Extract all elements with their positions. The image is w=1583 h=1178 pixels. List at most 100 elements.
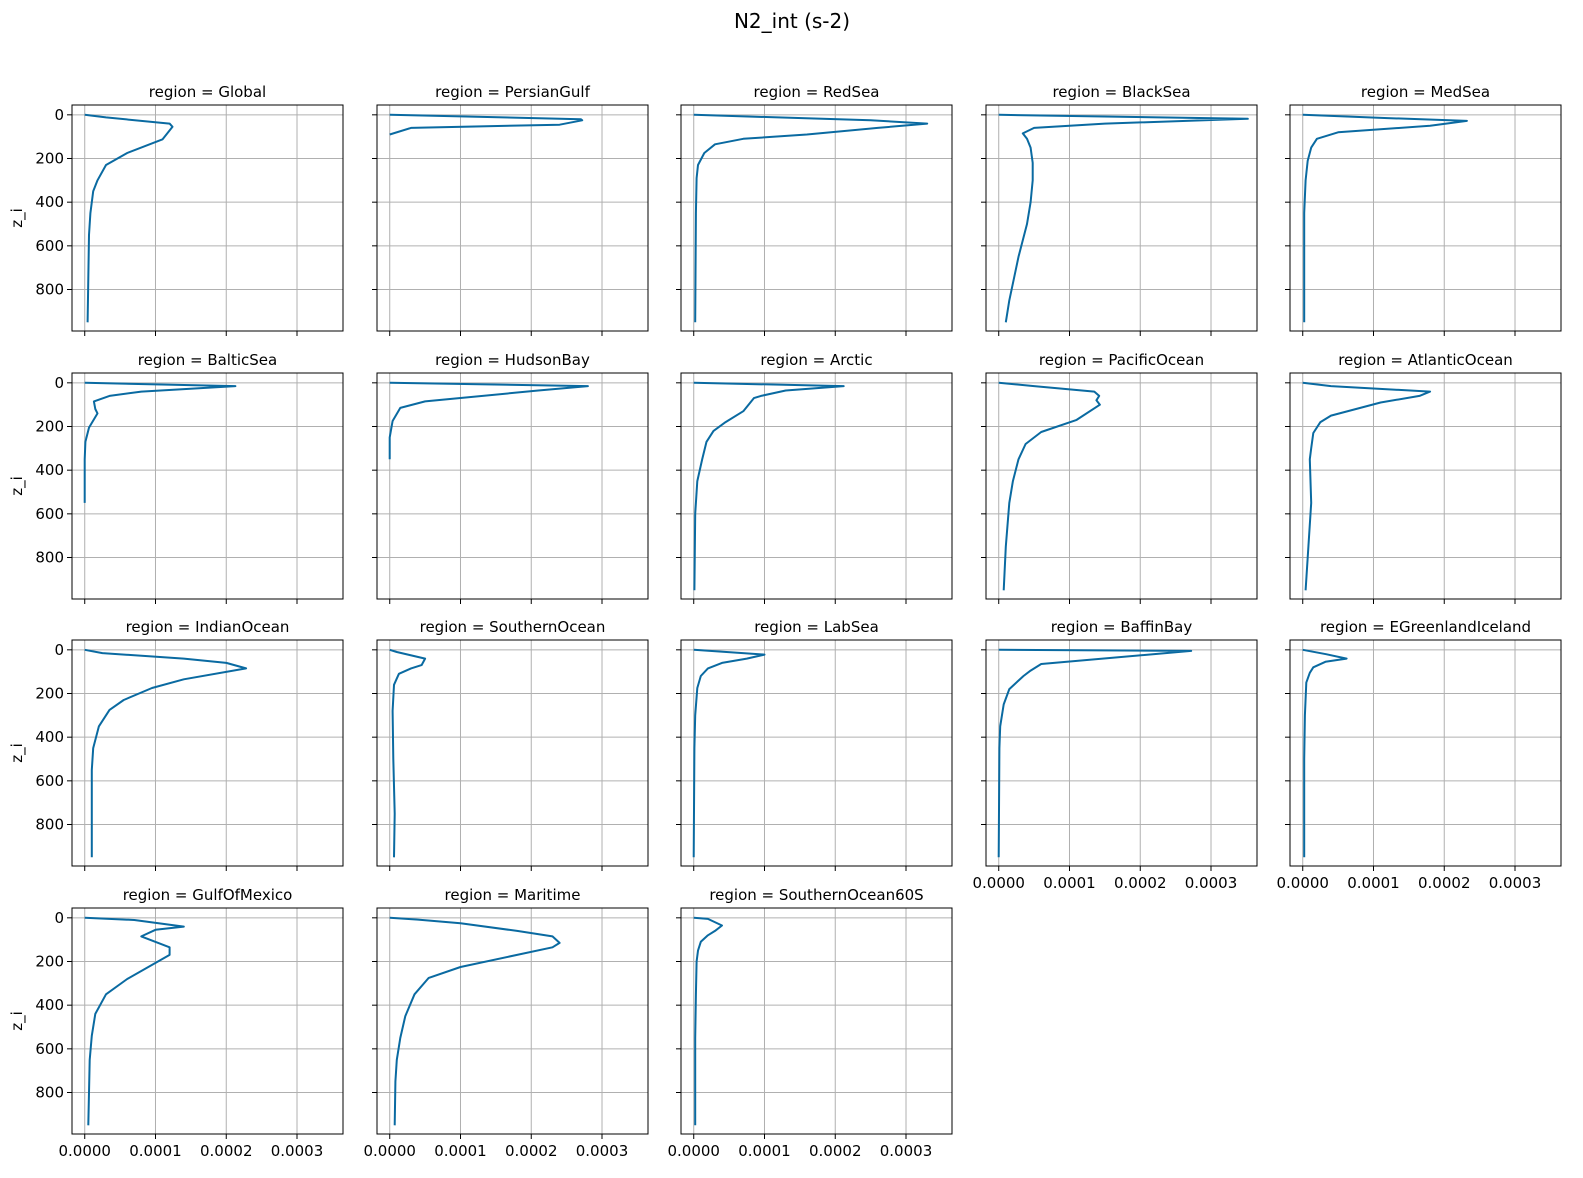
- axes-frame: [680, 639, 953, 867]
- axes-frame: [1289, 372, 1562, 600]
- x-tick-label: 0.0001: [1347, 874, 1400, 892]
- series-line: [1302, 381, 1432, 591]
- x-tick-label: 0.0003: [1185, 874, 1238, 892]
- x-tick-label: 0.0003: [271, 1142, 324, 1160]
- x-tick-label: 0.0002: [505, 1142, 558, 1160]
- y-tick-label: 400: [35, 996, 64, 1014]
- panel-title: region = HudsonBay: [435, 351, 590, 369]
- y-tick-label: 600: [35, 237, 64, 255]
- x-tick-label: 0.0003: [1489, 874, 1542, 892]
- panel-1: region = PersianGulf: [372, 83, 649, 336]
- axes-frame: [985, 104, 1258, 332]
- panel-title: region = Global: [149, 83, 266, 101]
- panel-9: region = AtlanticOcean: [1285, 351, 1562, 604]
- series-line: [692, 648, 766, 858]
- axes-frame: [71, 372, 344, 600]
- panel-8: region = PacificOcean: [981, 351, 1258, 604]
- panel-title: region = LabSea: [754, 618, 879, 636]
- axes-frame: [985, 372, 1258, 600]
- y-axis-label: z_i: [8, 743, 27, 763]
- series-line: [389, 113, 584, 136]
- y-tick-label: 600: [35, 505, 64, 523]
- panel-title: region = Arctic: [760, 351, 872, 369]
- y-tick-label: 600: [35, 772, 64, 790]
- panel-title: region = SouthernOcean: [420, 618, 606, 636]
- y-tick-label: 200: [35, 684, 64, 702]
- panel-14: region = EGreenlandIceland 0.0000 0.0001 0.…: [1276, 618, 1562, 892]
- x-tick-label: 0.0002: [1114, 874, 1167, 892]
- y-axis-label: z_i: [8, 208, 27, 228]
- y-tick-label: 600: [35, 1040, 64, 1058]
- series-line: [389, 648, 427, 858]
- y-tick-label: 400: [35, 728, 64, 746]
- x-tick-label: 0.0000: [58, 1142, 111, 1160]
- x-tick-label: 0.0002: [1418, 874, 1471, 892]
- series-line: [997, 648, 1193, 858]
- y-tick-label: 800: [35, 816, 64, 834]
- panel-title: region = SouthernOcean60S: [709, 886, 923, 904]
- axes-frame: [376, 907, 649, 1135]
- y-tick-label: 0: [54, 909, 64, 927]
- axes-frame: [1289, 104, 1562, 332]
- series-line: [1302, 113, 1468, 323]
- panel-title: region = IndianOcean: [126, 618, 290, 636]
- x-tick-label: 0.0001: [129, 1142, 182, 1160]
- axes-frame: [680, 907, 953, 1135]
- axes-frame: [376, 639, 649, 867]
- panel-title: region = AtlanticOcean: [1338, 351, 1513, 369]
- x-tick-label: 0.0002: [200, 1142, 253, 1160]
- series-line: [693, 916, 723, 1126]
- y-tick-label: 800: [35, 281, 64, 299]
- series-line: [693, 381, 845, 591]
- figure-title: N2_int (s-2): [734, 9, 850, 33]
- panel-0: region = Global 0 200 400 600 800 z_i: [8, 83, 344, 336]
- panel-2: region = RedSea: [676, 83, 953, 336]
- panel-4: region = MedSea: [1285, 83, 1562, 336]
- panel-15: region = GulfOfMexico 0.0000 0.0001 0.0002 0…: [8, 886, 344, 1160]
- axes-frame: [376, 372, 649, 600]
- series-line: [998, 113, 1249, 323]
- y-tick-label: 200: [35, 417, 64, 435]
- panel-11: region = SouthernOcean: [372, 618, 649, 871]
- axes-frame: [71, 907, 344, 1135]
- series-line: [998, 381, 1101, 591]
- y-axis-label: z_i: [8, 476, 27, 496]
- axes-frame: [71, 104, 344, 332]
- panel-title: region = BlackSea: [1052, 83, 1190, 101]
- panel-3: region = BlackSea: [981, 83, 1258, 336]
- x-tick-label: 0.0001: [434, 1142, 487, 1160]
- panel-17: region = SouthernOcean60S 0.0000 0.0001 0.0…: [667, 886, 953, 1160]
- x-tick-label: 0.0000: [972, 874, 1025, 892]
- panel-title: region = Maritime: [445, 886, 581, 904]
- y-tick-label: 200: [35, 952, 64, 970]
- panel-title: region = PacificOcean: [1039, 351, 1204, 369]
- x-tick-label: 0.0001: [738, 1142, 791, 1160]
- panel-10: region = IndianOcean 0 200 400 600 800 z_i: [8, 618, 344, 871]
- series-line: [84, 916, 185, 1126]
- y-tick-label: 800: [35, 549, 64, 567]
- panel-13: region = BaffinBay 0.0000 0.0001 0.0002 0.00…: [972, 618, 1258, 892]
- panel-title: region = RedSea: [754, 83, 880, 101]
- x-tick-label: 0.0002: [809, 1142, 862, 1160]
- y-tick-label: 200: [35, 149, 64, 167]
- x-tick-label: 0.0000: [667, 1142, 720, 1160]
- axes-frame: [680, 372, 953, 600]
- y-tick-label: 0: [54, 106, 64, 124]
- panel-16: region = Maritime 0.0000 0.0001 0.0002 0.000…: [363, 886, 649, 1160]
- series-line: [83, 381, 237, 503]
- series-line: [1302, 648, 1348, 858]
- axes-frame: [376, 104, 649, 332]
- y-tick-label: 400: [35, 461, 64, 479]
- panel-title: region = PersianGulf: [435, 83, 590, 101]
- series-line: [389, 916, 561, 1126]
- panel-title: region = BaffinBay: [1051, 618, 1193, 636]
- y-tick-label: 800: [35, 1084, 64, 1102]
- x-tick-label: 0.0003: [576, 1142, 629, 1160]
- y-tick-label: 0: [54, 641, 64, 659]
- y-tick-label: 0: [54, 374, 64, 392]
- axes-frame: [1289, 639, 1562, 867]
- axes-frame: [71, 639, 344, 867]
- series-line: [84, 113, 174, 323]
- x-tick-label: 0.0000: [1276, 874, 1329, 892]
